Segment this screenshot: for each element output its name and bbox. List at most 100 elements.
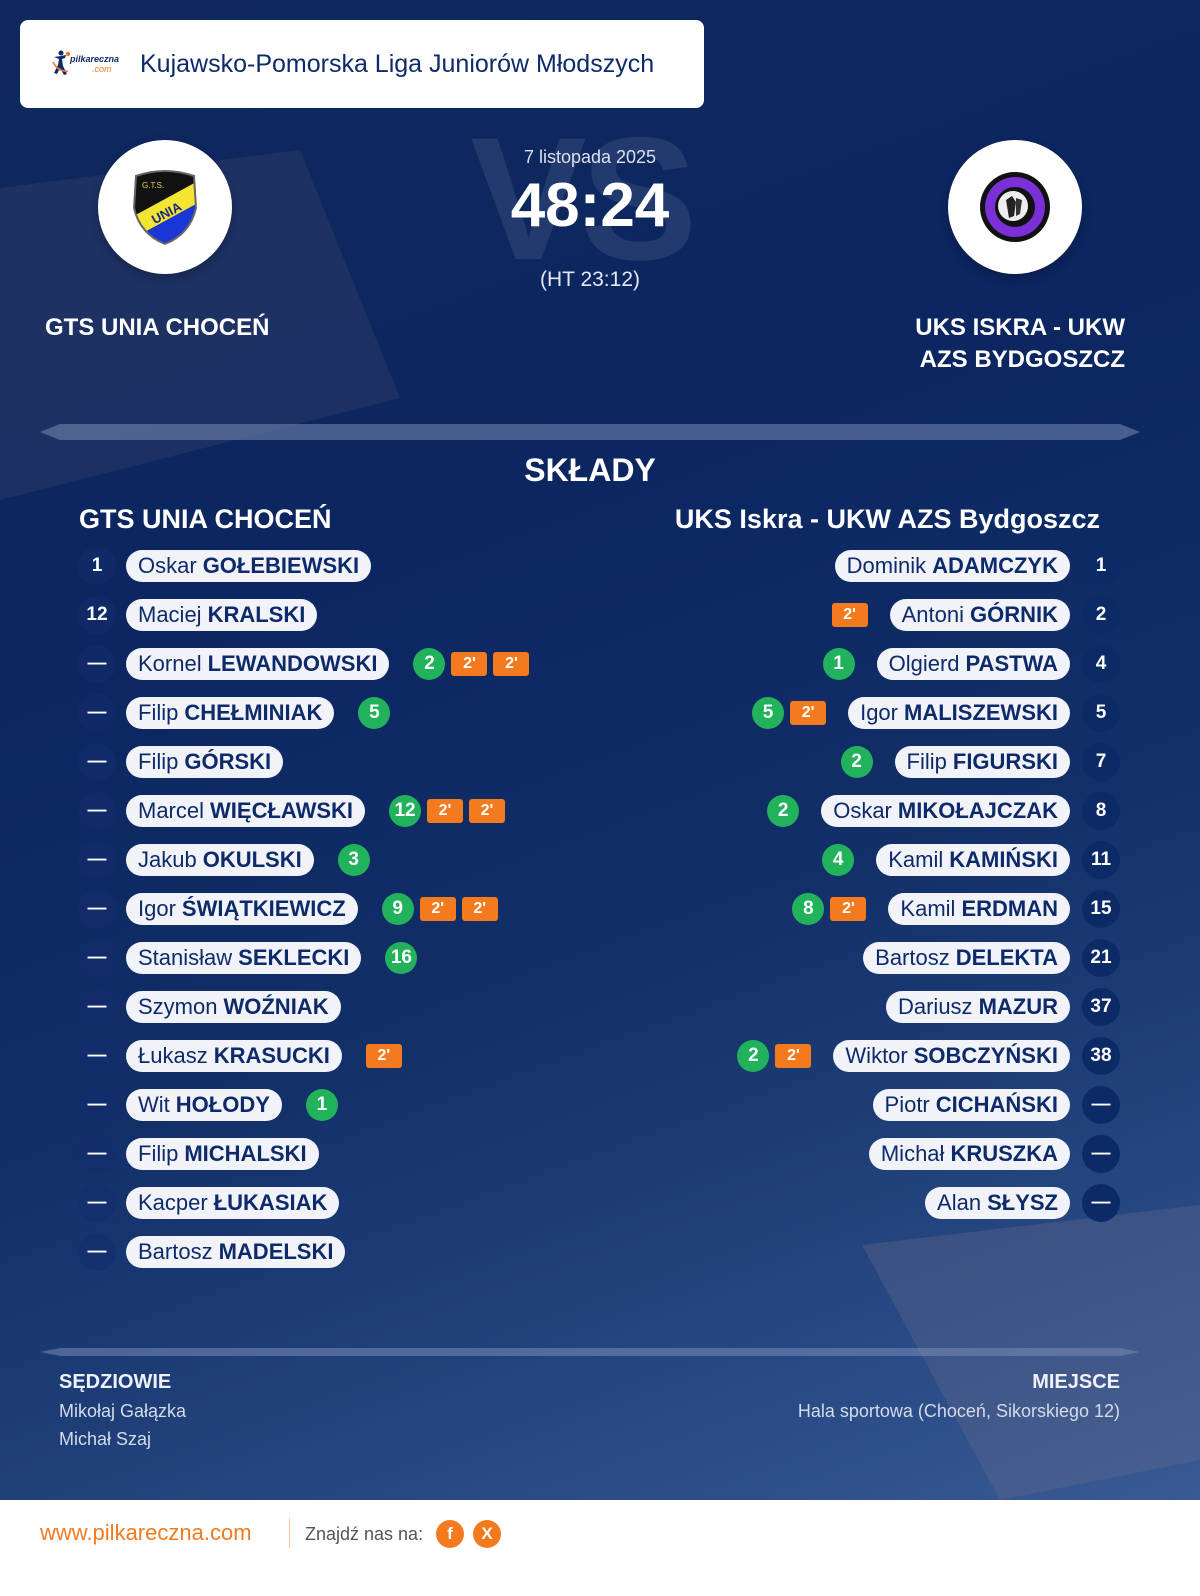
player-number: — (78, 1233, 116, 1271)
player-name[interactable]: Wiktor SOBCZYŃSKI (833, 1040, 1070, 1072)
player-number: 4 (1082, 645, 1120, 683)
player-name[interactable]: Filip CHEŁMINIAK (126, 697, 335, 729)
website-link[interactable]: www.pilkareczna.com (40, 1520, 252, 1545)
player-number: — (78, 743, 116, 781)
vs-watermark: VS (470, 102, 697, 297)
player-name[interactable]: Kacper ŁUKASIAK (126, 1187, 340, 1219)
player-number: 21 (1082, 939, 1120, 977)
goals-badge: 8 (792, 893, 825, 925)
logo-text: pilkareczna (70, 54, 120, 64)
lineups-title: SKŁADY (524, 452, 656, 488)
away-team-name: UKS ISKRA - UKW AZS BYDGOSZCZ (915, 312, 1125, 376)
player-name[interactable]: Marcel WIĘCŁAWSKI (126, 795, 366, 827)
player-number: 12 (78, 596, 116, 634)
suspension-badge: 2' (831, 603, 868, 627)
referee-name: Michał Szaj (59, 1429, 152, 1449)
player-name[interactable]: Oskar GOŁEBIEWSKI (126, 550, 372, 582)
player-row: — Bartosz MADELSKI (78, 1233, 346, 1271)
player-row: — Alan SŁYSZ (925, 1184, 1120, 1222)
player-row: 1 Dominik ADAMCZYK (834, 547, 1120, 585)
venue-value: Hala sportowa (Choceń, Sikorskiego 12) (797, 1401, 1120, 1421)
player-number: — (78, 841, 116, 879)
halftime-score: (HT 23:12) (540, 268, 640, 291)
venue-title: MIEJSCE (1032, 1371, 1120, 1393)
player-name[interactable]: Antoni GÓRNIK (889, 599, 1070, 631)
referee-name: Mikołaj Gałązka (59, 1401, 187, 1421)
player-name[interactable]: Alan SŁYSZ (925, 1187, 1070, 1219)
player-name[interactable]: Wit HOŁODY (126, 1089, 282, 1121)
player-row: — Stanisław SEKLECKI 16 (78, 939, 418, 977)
player-number: — (78, 645, 116, 683)
suspension-badge: 2' (451, 652, 488, 676)
player-name[interactable]: Filip MICHALSKI (126, 1138, 319, 1170)
player-number: — (78, 1086, 116, 1124)
player-name[interactable]: Bartosz MADELSKI (126, 1236, 346, 1268)
goals-badge: 2 (737, 1040, 770, 1072)
player-name[interactable]: Łukasz KRASUCKI (126, 1040, 342, 1072)
player-name[interactable]: Oskar MIKOŁAJCZAK (821, 795, 1070, 827)
away-team-name-line1: UKS ISKRA - UKW (915, 314, 1125, 341)
player-row: — Kornel LEWANDOWSKI 2 2' 2' (78, 645, 530, 683)
player-row: — Filip CHEŁMINIAK 5 (78, 694, 391, 732)
suspension-badge: 2' (775, 1044, 812, 1068)
unia-crest-icon: G.T.S. UNIA (132, 170, 198, 246)
player-name[interactable]: Bartosz DELEKTA (863, 942, 1070, 974)
player-name[interactable]: Maciej KRALSKI (126, 599, 318, 631)
player-row: — Jakub OKULSKI 3 (78, 841, 370, 879)
player-row: 11 Kamil KAMIŃSKI 4 (822, 841, 1120, 879)
goals-badge: 9 (381, 893, 414, 925)
player-name[interactable]: Michał KRUSZKA (868, 1138, 1070, 1170)
goals-badge: 2 (840, 746, 873, 778)
player-number: 38 (1082, 1037, 1120, 1075)
player-name[interactable]: Kornel LEWANDOWSKI (126, 648, 390, 680)
home-team-name: GTS UNIA CHOCEŃ (45, 314, 270, 341)
player-name[interactable]: Kamil ERDMAN (888, 893, 1070, 925)
facebook-icon[interactable]: f (436, 1520, 464, 1548)
suspension-badge: 2' (469, 799, 506, 823)
player-number: 2 (1082, 596, 1120, 634)
x-icon[interactable]: X (473, 1520, 501, 1548)
away-team-logo (948, 140, 1082, 274)
player-row: 21 Bartosz DELEKTA (863, 939, 1120, 977)
goals-badge: 3 (337, 844, 370, 876)
section-divider (40, 1348, 1140, 1356)
player-name[interactable]: Dariusz MAZUR (885, 991, 1070, 1023)
league-title: Kujawsko-Pomorska Liga Juniorów Młodszyc… (140, 49, 655, 78)
player-name[interactable]: Igor MALISZEWSKI (848, 697, 1070, 729)
player-name[interactable]: Filip GÓRSKI (126, 746, 284, 778)
referees-title: SĘDZIOWIE (59, 1371, 172, 1393)
player-name[interactable]: Kamil KAMIŃSKI (876, 844, 1070, 876)
player-number: 37 (1082, 988, 1120, 1026)
player-number: — (78, 694, 116, 732)
goals-badge: 4 (822, 844, 855, 876)
player-number: 8 (1082, 792, 1120, 830)
player-number: 1 (1082, 547, 1120, 585)
goals-badge: 12 (389, 795, 422, 827)
player-name[interactable]: Dominik ADAMCZYK (834, 550, 1070, 582)
player-row: 37 Dariusz MAZUR (885, 988, 1120, 1026)
player-name[interactable]: Igor ŚWIĄTKIEWICZ (126, 893, 358, 925)
player-row: — Kacper ŁUKASIAK (78, 1184, 340, 1222)
player-name[interactable]: Stanisław SEKLECKI (126, 942, 362, 974)
player-row: 7 Filip FIGURSKI 2 (840, 743, 1120, 781)
player-row: — Wit HOŁODY 1 (78, 1086, 338, 1124)
player-name[interactable]: Piotr CICHAŃSKI (872, 1089, 1070, 1121)
player-number: 11 (1082, 841, 1120, 879)
pilkareczna-logo[interactable]: pilkareczna .com (50, 46, 122, 82)
player-number: — (78, 1184, 116, 1222)
player-name[interactable]: Jakub OKULSKI (126, 844, 314, 876)
goals-badge: 5 (752, 697, 785, 729)
player-name[interactable]: Filip FIGURSKI (894, 746, 1070, 778)
suspension-badge: 2' (461, 897, 498, 921)
final-score: 48:24 (510, 171, 670, 240)
player-number: 15 (1082, 890, 1120, 928)
player-row: — Filip GÓRSKI (78, 743, 284, 781)
player-name[interactable]: Olgierd PASTWA (876, 648, 1070, 680)
player-row: — Szymon WOŹNIAK (78, 988, 341, 1026)
player-name[interactable]: Szymon WOŹNIAK (126, 991, 341, 1023)
player-number: — (78, 1037, 116, 1075)
footer (0, 1500, 1200, 1596)
goals-badge: 2 (413, 648, 446, 680)
player-row: 12 Maciej KRALSKI (78, 596, 318, 634)
away-team-name-line2: AZS BYDGOSZCZ (919, 346, 1125, 373)
